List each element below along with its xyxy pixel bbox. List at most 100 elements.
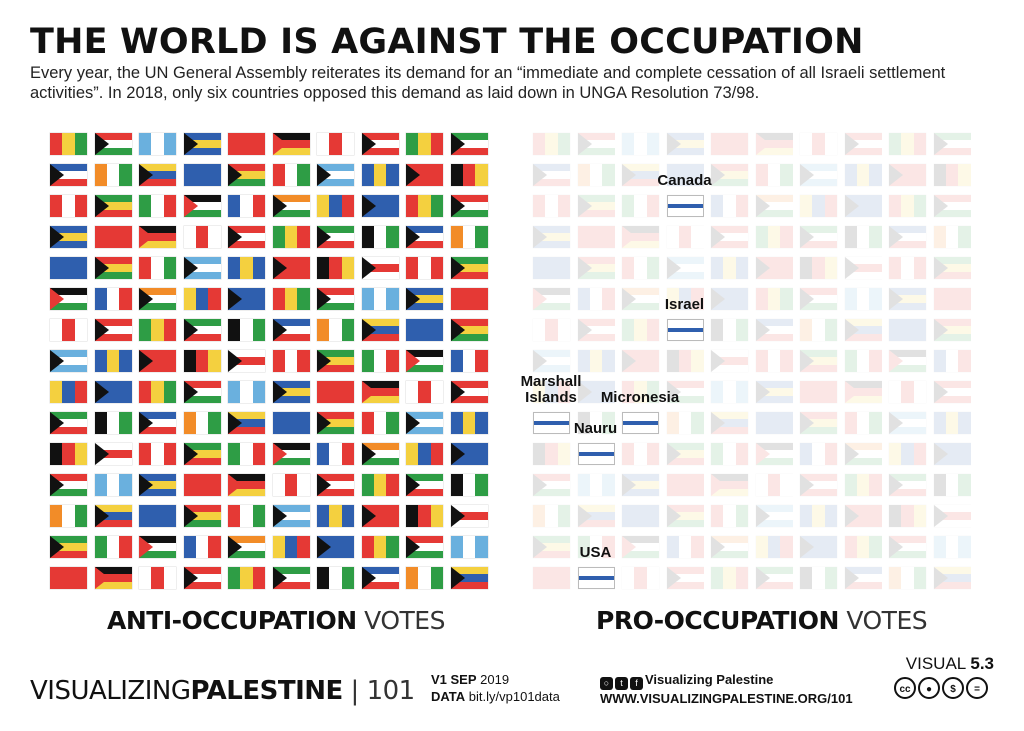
flag (933, 350, 971, 372)
flag (272, 226, 310, 248)
flag (228, 257, 265, 279)
anti-occupation-votes-label: ANTI-OCCUPATION VOTES (107, 606, 445, 635)
flag (800, 195, 837, 217)
anti-occupation-flag-grid (50, 133, 492, 598)
flag (406, 164, 443, 186)
flag (844, 195, 882, 217)
flag (183, 319, 221, 341)
flag (800, 226, 837, 248)
flag (50, 288, 87, 310)
flag (228, 412, 265, 434)
flag (933, 319, 971, 341)
flag (844, 505, 882, 527)
flag (139, 164, 176, 186)
flag (666, 350, 704, 372)
flag (844, 474, 882, 496)
flag (228, 505, 265, 527)
flag (755, 133, 793, 155)
flag (622, 443, 659, 465)
flag (139, 567, 176, 589)
flag (889, 567, 926, 589)
flag (577, 505, 615, 527)
flag (711, 257, 748, 279)
flag (450, 474, 488, 496)
flag (577, 288, 615, 310)
flag (272, 505, 310, 527)
flag (844, 226, 882, 248)
flag (800, 412, 837, 434)
flag (533, 350, 570, 372)
flag (228, 288, 265, 310)
flag (228, 319, 265, 341)
flag (533, 443, 570, 465)
flag (622, 257, 659, 279)
twitter-icon[interactable]: t (615, 677, 628, 690)
flag (139, 381, 176, 403)
flag (406, 195, 443, 217)
flag (889, 474, 926, 496)
flag (406, 412, 443, 434)
flag (889, 536, 926, 558)
flag (183, 474, 221, 496)
flag (361, 288, 399, 310)
flag (755, 412, 793, 434)
version-info: V1 SEP 2019 DATA bit.ly/vp101data (431, 672, 560, 704)
flag (406, 257, 443, 279)
flag (711, 443, 748, 465)
flag (933, 288, 971, 310)
flag (755, 443, 793, 465)
flag (933, 536, 971, 558)
flag (844, 412, 882, 434)
data-link[interactable]: bit.ly/vp101data (465, 689, 560, 704)
page-subtitle: Every year, the UN General Assembly reit… (30, 64, 946, 102)
country-label: Marshall Islands (520, 373, 582, 406)
flag (361, 567, 399, 589)
flag (622, 133, 659, 155)
flag (800, 567, 837, 589)
flag (183, 536, 221, 558)
flag (844, 257, 882, 279)
flag (933, 164, 971, 186)
facebook-icon[interactable]: f (630, 677, 643, 690)
flag (622, 195, 659, 217)
flag (622, 164, 659, 186)
flag (272, 288, 310, 310)
flag (139, 133, 176, 155)
flag (183, 567, 221, 589)
highlighted-flag (666, 195, 704, 217)
flag (317, 288, 354, 310)
flag (933, 257, 971, 279)
website-link[interactable]: WWW.VISUALIZINGPALESTINE.ORG/101 (600, 691, 853, 706)
flag (450, 226, 488, 248)
flag (450, 350, 488, 372)
flag (577, 164, 615, 186)
flag (666, 412, 704, 434)
flag (139, 474, 176, 496)
flag (711, 226, 748, 248)
visual-number: VISUAL 5.3 (905, 654, 994, 673)
flag (317, 257, 354, 279)
flag (183, 257, 221, 279)
country-label: Israel (664, 296, 705, 313)
flag (183, 412, 221, 434)
pro-occupation-votes-label: PRO-OCCUPATION VOTES (596, 606, 928, 635)
flag (622, 505, 659, 527)
flag (450, 133, 488, 155)
flag (272, 567, 310, 589)
flag (622, 319, 659, 341)
flag (800, 505, 837, 527)
flag (889, 288, 926, 310)
flag (50, 164, 87, 186)
flag (361, 505, 399, 527)
flag (622, 350, 659, 372)
flag (533, 474, 570, 496)
flag (711, 319, 748, 341)
flag (450, 536, 488, 558)
flag (228, 536, 265, 558)
flag (450, 319, 488, 341)
instagram-icon[interactable]: ○ (600, 677, 613, 690)
flag (666, 443, 704, 465)
flag (889, 350, 926, 372)
flag (50, 505, 87, 527)
flag (317, 133, 354, 155)
